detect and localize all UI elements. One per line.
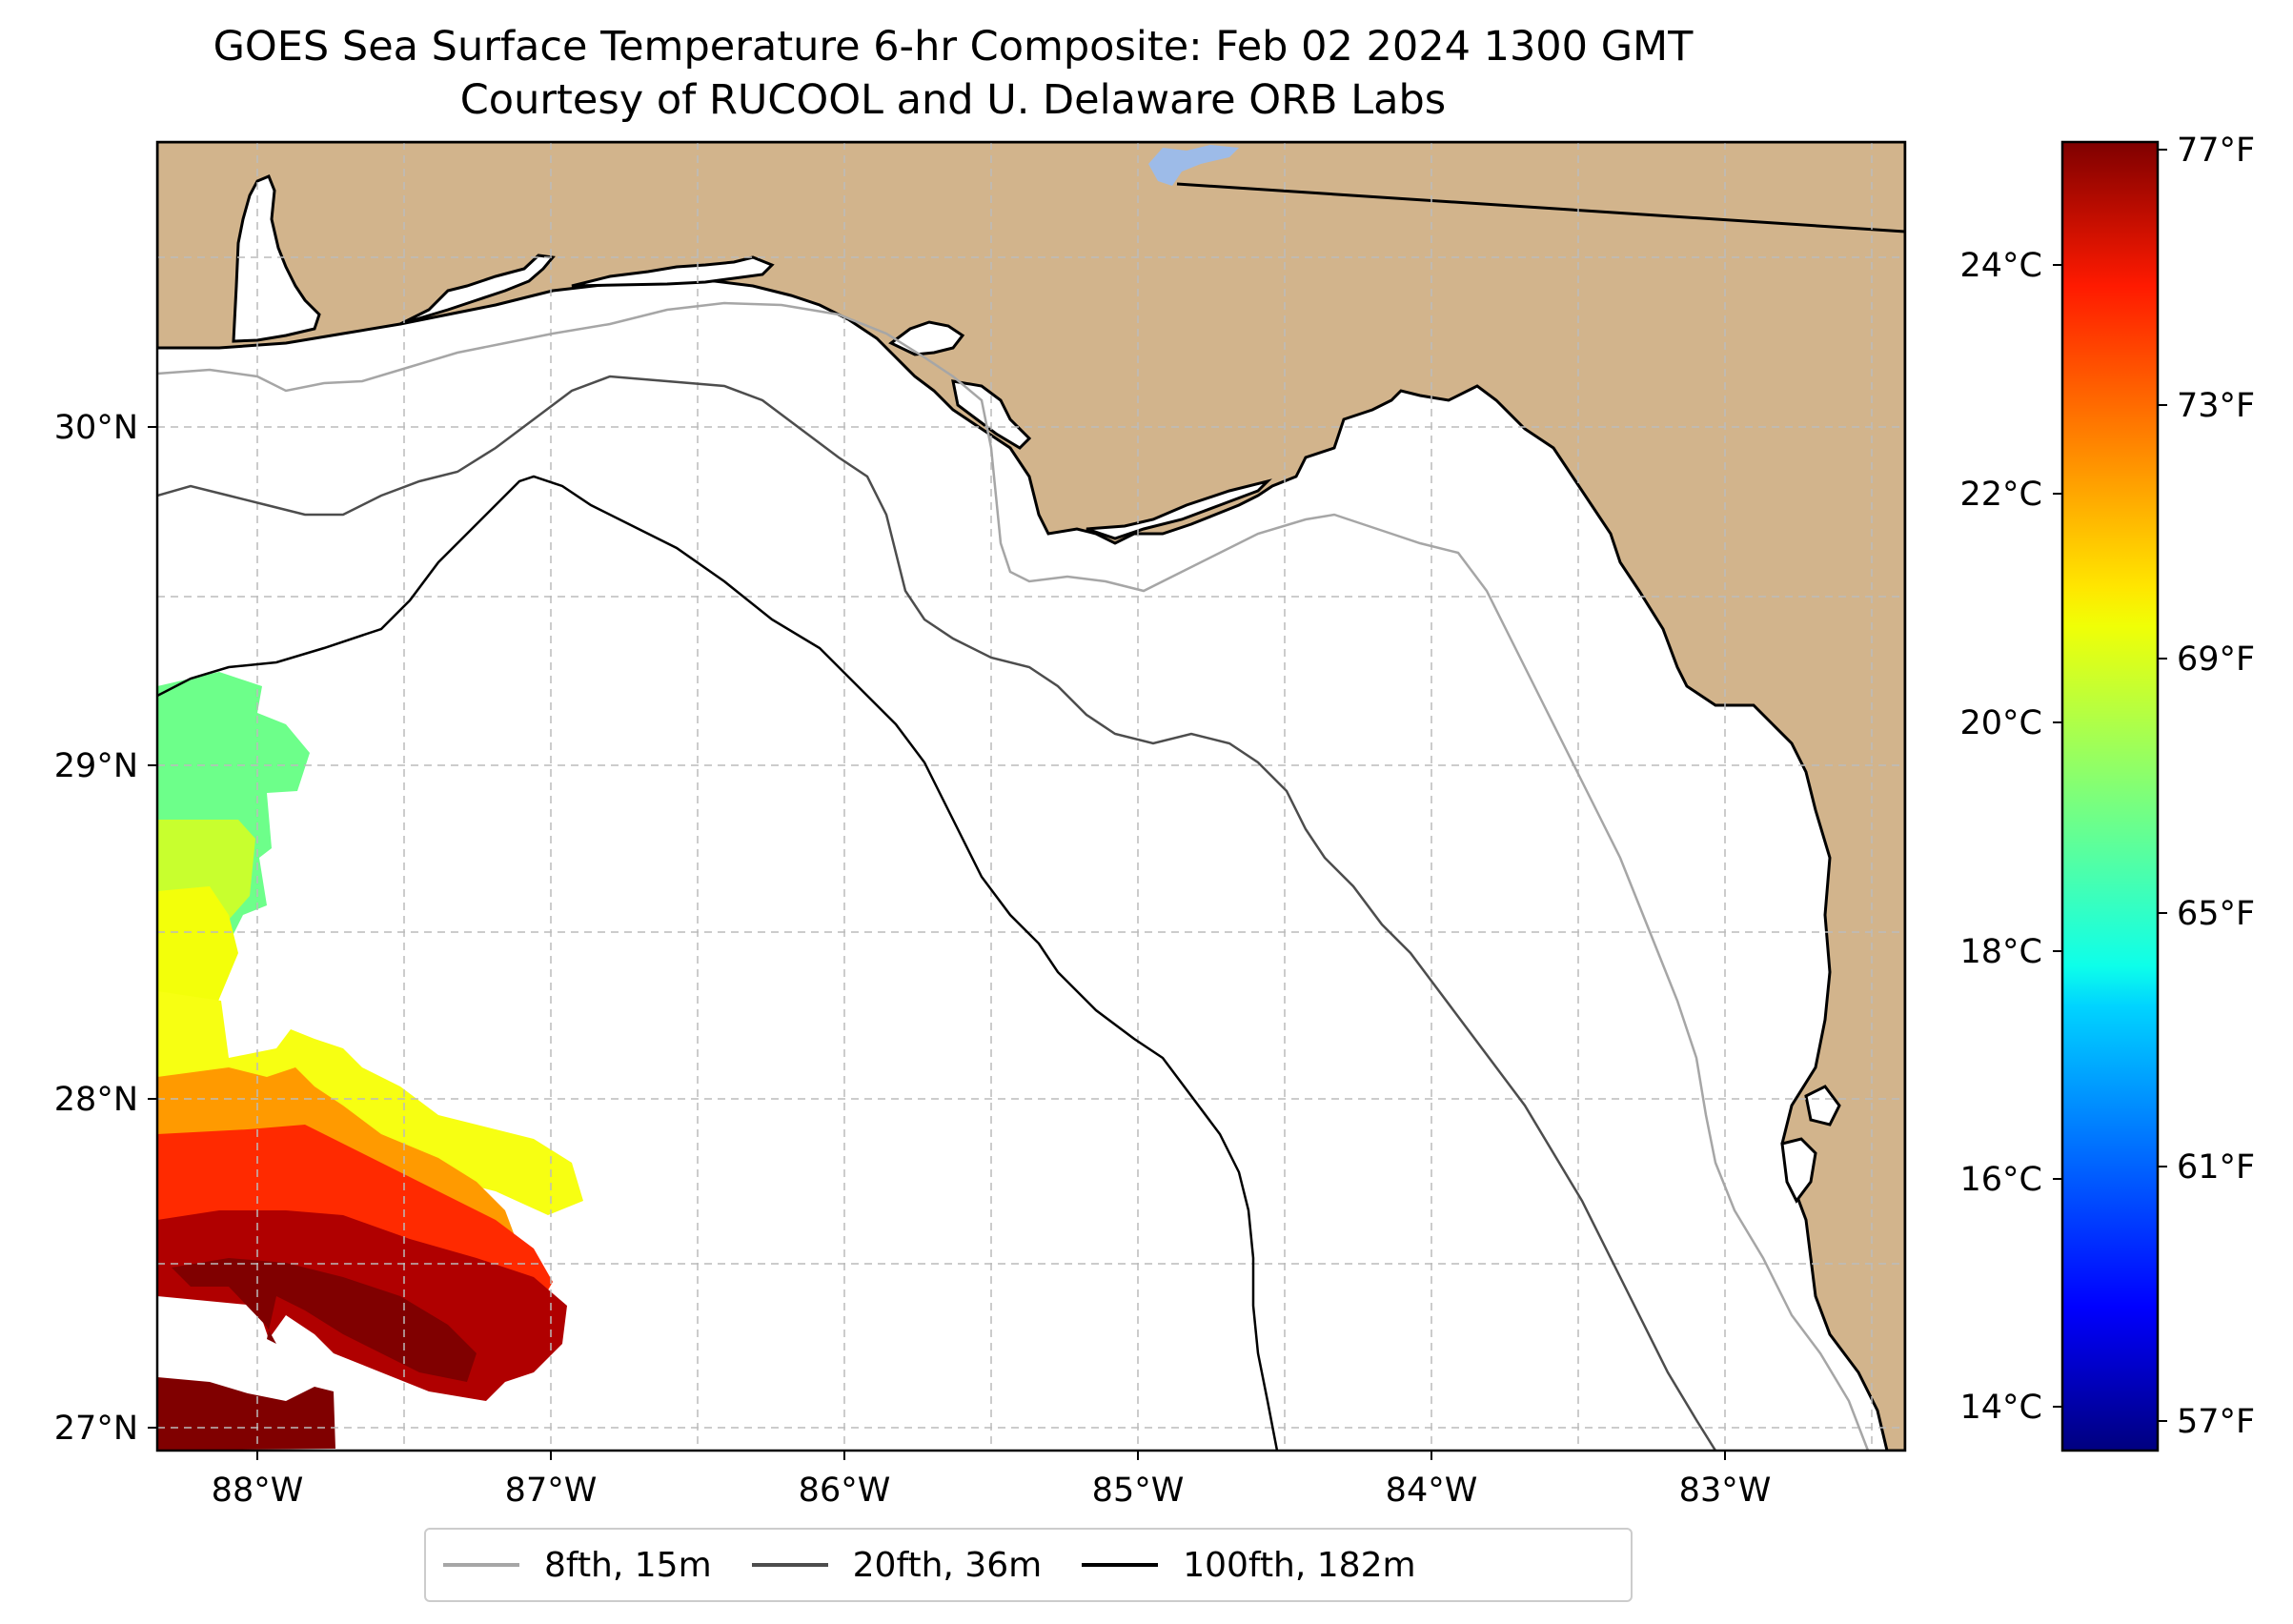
fahrenheit-label: 57°F — [2177, 1403, 2255, 1441]
coastal-bays — [232, 174, 1841, 1204]
colorbar-fahrenheit-labels: 77°F 73°F 69°F 65°F 61°F 57°F — [2177, 132, 2255, 1441]
legend-item-100fth: 100fth, 182m — [1065, 1545, 1416, 1585]
lon-label-83: 83°W — [1679, 1472, 1772, 1510]
lat-axis-ticks — [148, 426, 157, 1429]
lat-label-30: 30°N — [54, 409, 138, 447]
sst-data-patch — [157, 672, 583, 1451]
legend-item-8fth: 8fth, 15m — [426, 1546, 712, 1585]
lat-axis-labels: 30°N 29°N 28°N 27°N — [54, 409, 138, 1448]
lon-axis-ticks — [256, 1451, 1726, 1460]
land-area — [157, 142, 1905, 1451]
lon-label-86: 86°W — [799, 1472, 891, 1510]
fahrenheit-label: 77°F — [2177, 132, 2255, 170]
lon-label-87: 87°W — [505, 1472, 598, 1510]
plot-frame — [155, 140, 1907, 1452]
celsius-label: 14°C — [1960, 1389, 2042, 1427]
celsius-label: 18°C — [1960, 933, 2042, 971]
fahrenheit-label: 65°F — [2177, 895, 2255, 933]
colorbar — [2060, 140, 2160, 1452]
legend-item-20fth: 20fth, 36m — [735, 1545, 1043, 1585]
celsius-label: 22°C — [1960, 476, 2042, 514]
fahrenheit-label: 69°F — [2177, 640, 2255, 679]
lat-label-27: 27°N — [54, 1410, 138, 1448]
fahrenheit-label: 61°F — [2177, 1148, 2255, 1187]
lon-label-88: 88°W — [212, 1472, 304, 1510]
lat-label-28: 28°N — [54, 1081, 138, 1119]
lat-label-29: 29°N — [54, 747, 138, 785]
lake — [1148, 145, 1239, 186]
map-title: GOES Sea Surface Temperature 6-hr Compos… — [213, 23, 1694, 71]
isobath-100fth — [157, 475, 1279, 1451]
colorbar-celsius-labels: 24°C 22°C 20°C 18°C 16°C 14°C — [1960, 247, 2042, 1427]
lon-label-84: 84°W — [1386, 1472, 1478, 1510]
legend-label: 100fth, 182m — [1183, 1545, 1416, 1585]
isobath-20fth — [157, 375, 1717, 1451]
legend-line-20fth — [751, 1563, 828, 1567]
legend-line-100fth — [1082, 1563, 1159, 1567]
celsius-label: 16°C — [1960, 1161, 2042, 1199]
legend-label: 20fth, 36m — [852, 1545, 1043, 1585]
map-subtitle: Courtesy of RUCOOL and U. Delaware ORB L… — [459, 76, 1447, 124]
celsius-label: 20°C — [1960, 704, 2042, 742]
lon-axis-labels: 88°W 87°W 86°W 85°W 84°W 83°W — [212, 1472, 1772, 1510]
isobath-legend: 8fth, 15m 20fth, 36m 100fth, 182m — [424, 1528, 1633, 1602]
legend-label: 8fth, 15m — [544, 1545, 712, 1585]
fahrenheit-label: 73°F — [2177, 387, 2255, 425]
state-border — [1176, 182, 1905, 233]
colorbar-fahrenheit-ticks — [2158, 149, 2167, 1422]
legend-line-8fth — [443, 1563, 519, 1567]
colorbar-celsius-ticks — [2053, 264, 2062, 1408]
lon-label-85: 85°W — [1092, 1472, 1185, 1510]
celsius-label: 24°C — [1960, 247, 2042, 285]
isobath-8fth — [157, 301, 1870, 1451]
